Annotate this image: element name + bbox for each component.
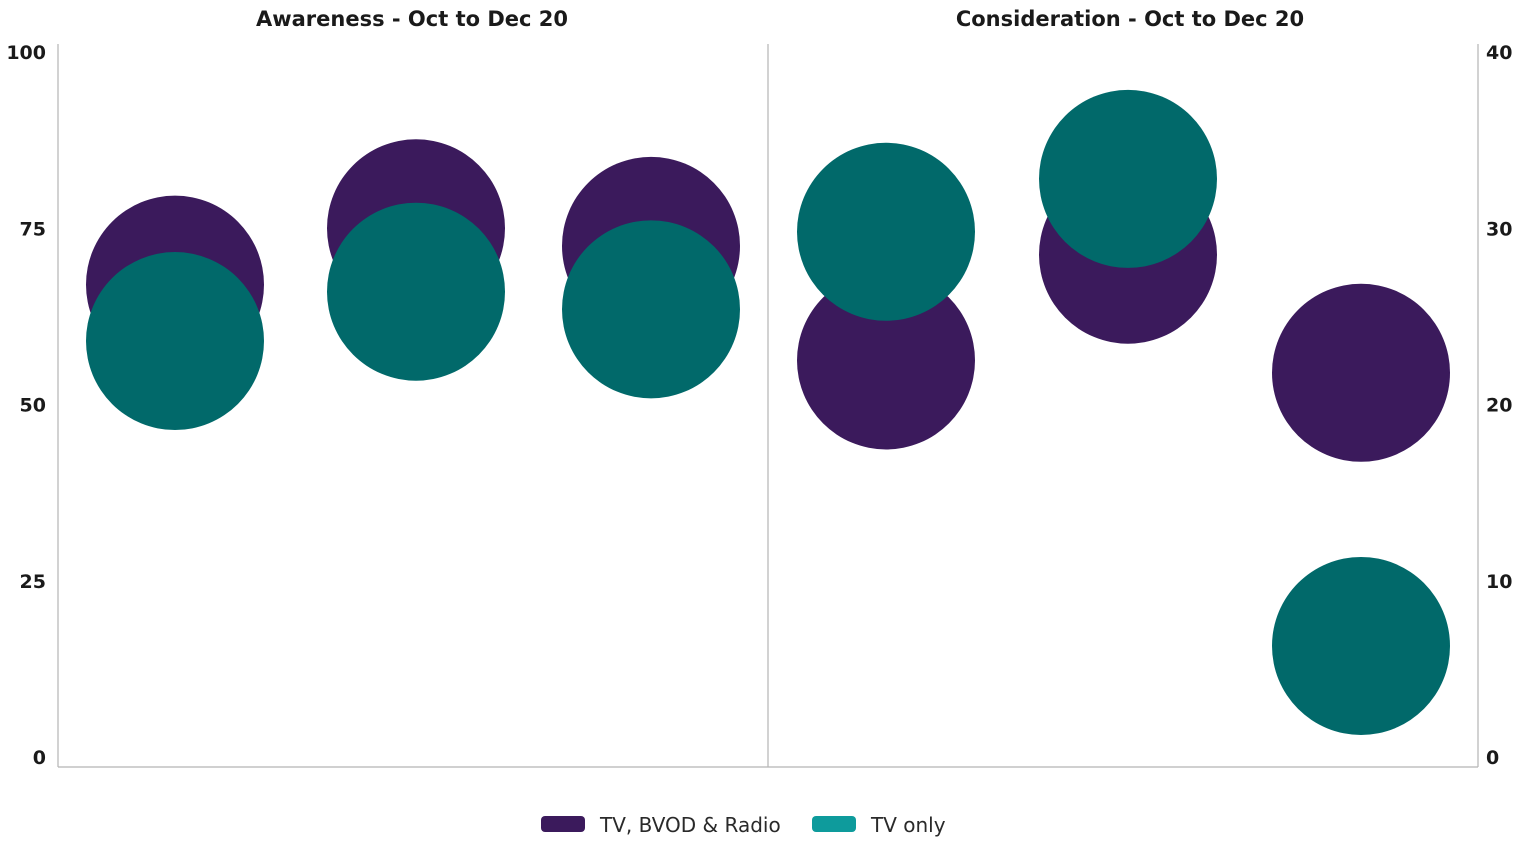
legend: TV, BVOD & Radio TV only <box>541 813 946 837</box>
consideration-bubble-tv-only-3 <box>1272 556 1450 735</box>
awareness-bubble-tv-only-3 <box>562 220 740 399</box>
awareness-bubble-tv-only-1 <box>86 252 264 431</box>
legend-swatch-tv-only <box>812 816 856 832</box>
consideration-title: Consideration - Oct to Dec 20 <box>956 7 1304 31</box>
legend-label-tv-only: TV only <box>870 813 946 837</box>
left-y-tick-label: 75 <box>20 218 46 240</box>
right-y-tick-label: 30 <box>1486 218 1512 240</box>
right-y-tick-label: 0 <box>1486 747 1499 769</box>
awareness-bubble-tv-only-2 <box>327 202 505 381</box>
right-y-tick-label: 40 <box>1486 42 1512 64</box>
bubbles <box>86 89 1450 735</box>
left-y-tick-label: 0 <box>33 747 46 769</box>
consideration-bubble-tv-bvod-radio-3 <box>1272 283 1450 462</box>
right-y-tick-label: 20 <box>1486 395 1512 417</box>
left-y-tick-label: 25 <box>20 571 46 593</box>
left-y-tick-label: 50 <box>20 395 46 417</box>
awareness-title: Awareness - Oct to Dec 20 <box>256 7 568 31</box>
consideration-bubble-tv-bvod-radio-1 <box>797 271 975 450</box>
consideration-bubble-tv-only-1 <box>797 142 975 321</box>
legend-swatch-tv-bvod-radio <box>541 816 585 832</box>
right-y-tick-label: 10 <box>1486 571 1512 593</box>
legend-label-tv-bvod-radio: TV, BVOD & Radio <box>599 813 781 837</box>
tick-labels: 0 25 50 75 100 0 10 20 30 40 <box>6 42 1512 769</box>
left-y-tick-label: 100 <box>6 42 46 64</box>
consideration-bubble-tv-only-2 <box>1039 89 1217 268</box>
